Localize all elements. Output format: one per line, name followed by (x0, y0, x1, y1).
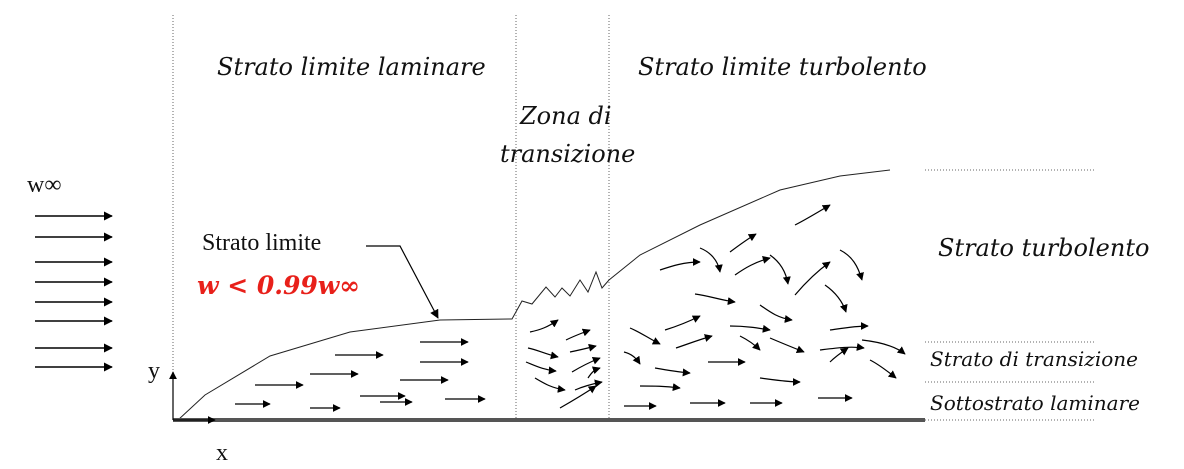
turbulent-flow-arrow (623, 351, 641, 365)
transition-layer-label: Strato di transizione (930, 347, 1138, 371)
turbulent-flow-arrow (759, 304, 793, 323)
turbulent-flow-arrow (699, 247, 723, 273)
turbulent-flow-arrow (824, 284, 848, 313)
turbulent-flow-arrow (869, 359, 897, 379)
transition-flow-arrow (525, 361, 557, 375)
turbulent-flow-arrow (729, 233, 757, 253)
transition-flow-arrow (559, 385, 597, 409)
turbulent-flow-arrow (819, 343, 865, 351)
transition-zone-title-line1: Zona di (519, 102, 612, 130)
turbulent-flow-arrow (769, 254, 791, 285)
transition-flow-arrow (569, 343, 597, 353)
turbulent-flow-arrow (659, 258, 701, 271)
turbulent-flow-arrow (769, 337, 805, 354)
turbulent-flow-arrow (664, 315, 701, 331)
transition-flow-arrow (571, 356, 601, 373)
turbulent-flow-arrow (629, 327, 661, 345)
boundary-layer-edge (177, 169, 891, 421)
turbulent-region-title: Strato limite turbolento (638, 53, 927, 81)
transition-flow-arrows (525, 319, 603, 409)
turbulent-flow-arrows (623, 204, 906, 392)
laminar-sublayer-label: Sottostrato laminare (930, 391, 1140, 415)
turbulent-flow-arrow (729, 324, 771, 333)
transition-zone-title-line2: transizione (500, 140, 635, 168)
y-axis-label: y (148, 358, 160, 384)
turbulent-flow-arrow (794, 261, 831, 296)
turbulent-flow-arrow (654, 367, 691, 377)
laminar-flow-arrows (235, 338, 486, 412)
turbulent-flow-arrow (794, 204, 831, 226)
coordinate-axes (169, 371, 216, 424)
transition-flow-arrow (574, 379, 603, 391)
turbulent-sublayer-arrows (624, 394, 853, 410)
free-stream-velocity-label: w∞ (27, 172, 61, 198)
turbulent-flow-arrow (739, 335, 761, 351)
turbulent-flow-arrow (861, 339, 906, 355)
boundary-layer-leader-line (366, 245, 439, 319)
boundary-layer-condition: w < 0.99w∞ (197, 271, 360, 300)
turbulent-flow-arrow (675, 334, 713, 349)
x-axis-label: x (216, 440, 228, 466)
turbulent-layer-label: Strato turbolento (938, 234, 1149, 262)
turbulent-flow-arrow (839, 249, 864, 281)
turbulent-flow-arrow (694, 293, 736, 306)
transition-flow-arrow (529, 319, 559, 333)
laminar-region-title: Strato limite laminare (217, 53, 486, 81)
turbulent-flow-arrow (734, 255, 771, 276)
transition-flow-arrow (587, 366, 601, 379)
turbulent-flow-arrow (829, 347, 849, 363)
turbulent-flow-arrow (639, 383, 681, 392)
turbulent-flow-arrow (759, 377, 801, 386)
wall-plate (173, 418, 925, 422)
free-stream-arrows (35, 211, 113, 372)
transition-flow-arrow (534, 377, 566, 393)
transition-flow-arrow (527, 347, 559, 360)
boundary-layer-label: Strato limite (202, 230, 321, 256)
turbulent-flow-arrow (829, 322, 869, 331)
transition-flow-arrow (565, 328, 591, 341)
